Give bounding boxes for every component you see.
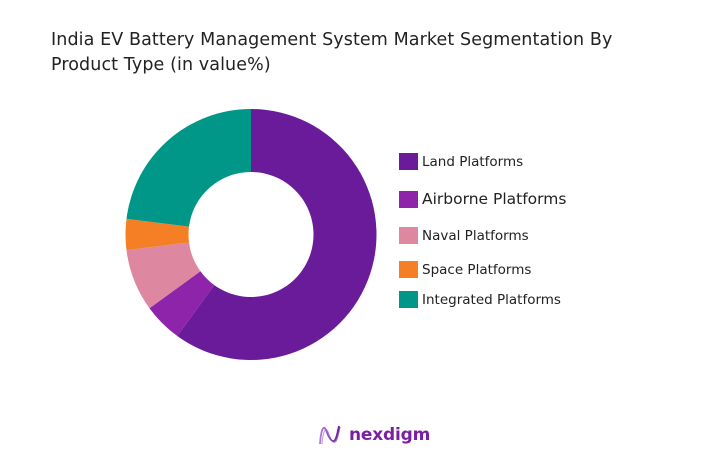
legend-swatch-integrated bbox=[399, 291, 418, 308]
legend-label: Space Platforms bbox=[422, 261, 532, 278]
legend-item-space-platforms: Space Platforms bbox=[399, 261, 531, 278]
nexdigm-logo: nexdigm bbox=[318, 424, 430, 446]
legend-swatch-space bbox=[399, 261, 418, 278]
chart-title: India EV Battery Management System Marke… bbox=[51, 28, 691, 78]
legend-label: Land Platforms bbox=[422, 153, 524, 170]
nexdigm-wave-icon bbox=[319, 425, 341, 445]
legend-swatch-land bbox=[399, 153, 418, 170]
donut-slice-integrated-platforms bbox=[126, 109, 251, 227]
donut-slice-naval-platforms bbox=[126, 242, 201, 309]
logo-text: nexdigm bbox=[349, 425, 431, 445]
legend-swatch-airborne bbox=[399, 190, 418, 208]
legend-item-land-platforms: Land Platforms bbox=[399, 153, 523, 170]
legend-item-integrated-platforms: Integrated Platforms bbox=[399, 291, 561, 308]
donut-slice-airborne-platforms bbox=[149, 271, 215, 337]
legend-swatch-naval bbox=[399, 227, 418, 244]
legend-item-naval-platforms: Naval Platforms bbox=[399, 227, 529, 244]
donut-slices bbox=[125, 109, 377, 360]
chart-title-line-1: India EV Battery Management System Marke… bbox=[51, 30, 613, 50]
legend-label: Airborne Platforms bbox=[422, 190, 567, 208]
chart-title-line-2: Product Type (in value%) bbox=[51, 55, 271, 75]
legend-label: Naval Platforms bbox=[422, 227, 529, 244]
legend-label: Integrated Platforms bbox=[422, 291, 561, 308]
legend-item-airborne-platforms: Airborne Platforms bbox=[399, 190, 566, 208]
donut-slice-space-platforms bbox=[125, 218, 189, 251]
donut-slice-land-platforms bbox=[177, 109, 377, 360]
